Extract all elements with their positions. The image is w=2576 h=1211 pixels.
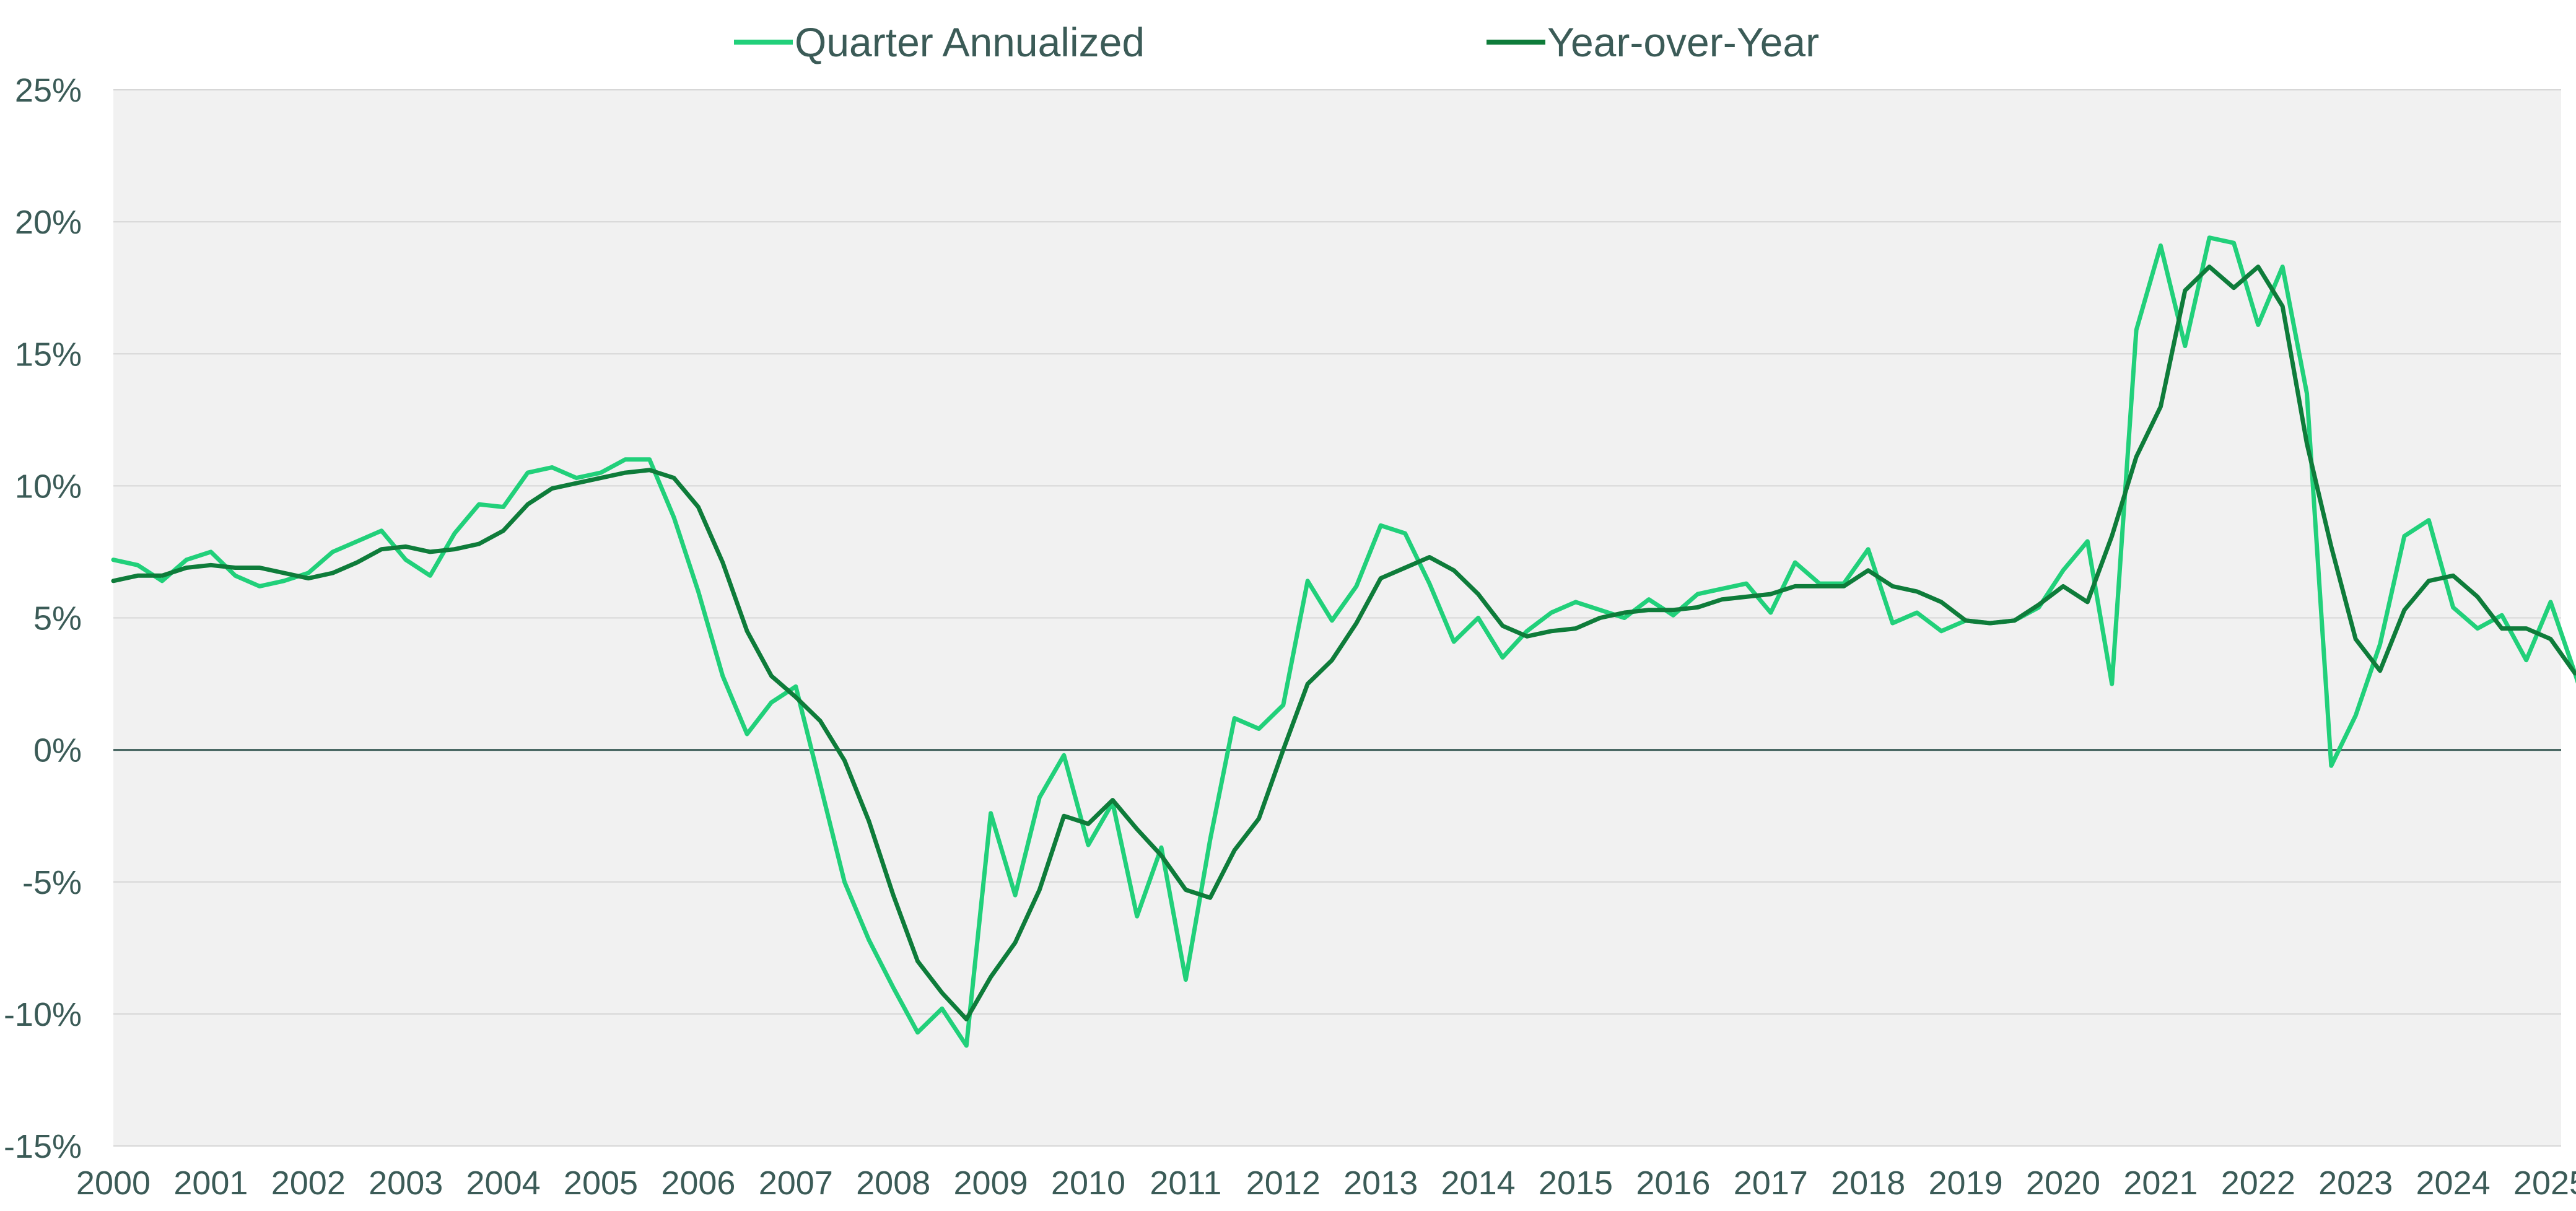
legend-label-quarter-annualized: Quarter Annualized bbox=[795, 19, 1145, 65]
x-tick-label: 2025 bbox=[2513, 1165, 2576, 1202]
x-tick-label: 2008 bbox=[856, 1165, 930, 1202]
x-tick-label: 2013 bbox=[1343, 1165, 1418, 1202]
x-tick-label: 2024 bbox=[2416, 1165, 2491, 1202]
x-tick-label: 2005 bbox=[564, 1165, 638, 1202]
x-tick-label: 2006 bbox=[661, 1165, 735, 1202]
y-tick-label: -10% bbox=[4, 996, 82, 1033]
y-tick-label: 25% bbox=[15, 72, 82, 109]
legend: Quarter Annualized Year-over-Year bbox=[734, 19, 1819, 65]
x-tick-label: 2004 bbox=[466, 1165, 541, 1202]
legend-label-year-over-year: Year-over-Year bbox=[1547, 19, 1819, 65]
gridlines bbox=[113, 89, 2561, 1147]
y-axis-tick-labels: 25% 20% 15% 10% 5% 0% -5% -10% -15% bbox=[4, 72, 82, 1165]
y-tick-label: -5% bbox=[22, 864, 82, 901]
series-lines bbox=[111, 235, 2576, 1048]
x-tick-label: 2011 bbox=[1150, 1165, 1221, 1202]
series-line-quarter-annualized bbox=[111, 235, 2576, 1048]
x-tick-label: 2023 bbox=[2318, 1165, 2393, 1202]
x-tick-label: 2020 bbox=[2026, 1165, 2100, 1202]
x-tick-label: 2007 bbox=[759, 1165, 833, 1202]
x-tick-label: 2018 bbox=[1831, 1165, 1905, 1202]
x-tick-label: 2000 bbox=[76, 1165, 151, 1202]
y-tick-label: -15% bbox=[4, 1128, 82, 1165]
y-tick-label: 5% bbox=[33, 600, 82, 637]
x-tick-label: 2019 bbox=[1929, 1165, 2003, 1202]
series-line-year-over-year bbox=[111, 264, 2576, 1021]
x-axis-tick-labels: 2000 2001 2002 2003 2004 2005 2006 2007 2008 2009… bbox=[76, 1165, 2576, 1202]
x-tick-label: 2002 bbox=[271, 1165, 346, 1202]
y-tick-label: 15% bbox=[15, 336, 82, 373]
y-tick-label: 0% bbox=[33, 732, 82, 769]
x-tick-label: 2015 bbox=[1539, 1165, 1613, 1202]
x-tick-label: 2021 bbox=[2123, 1165, 2198, 1202]
x-tick-label: 2009 bbox=[954, 1165, 1028, 1202]
x-tick-label: 2016 bbox=[1636, 1165, 1710, 1202]
x-tick-label: 2003 bbox=[369, 1165, 443, 1202]
x-tick-label: 2010 bbox=[1051, 1165, 1125, 1202]
y-tick-label: 10% bbox=[15, 468, 82, 505]
x-tick-label: 2001 bbox=[173, 1165, 248, 1202]
x-tick-label: 2012 bbox=[1246, 1165, 1321, 1202]
y-tick-label: 20% bbox=[15, 204, 82, 241]
x-tick-label: 2017 bbox=[1734, 1165, 1808, 1202]
x-tick-label: 2022 bbox=[2221, 1165, 2295, 1202]
x-tick-label: 2014 bbox=[1441, 1165, 1516, 1202]
